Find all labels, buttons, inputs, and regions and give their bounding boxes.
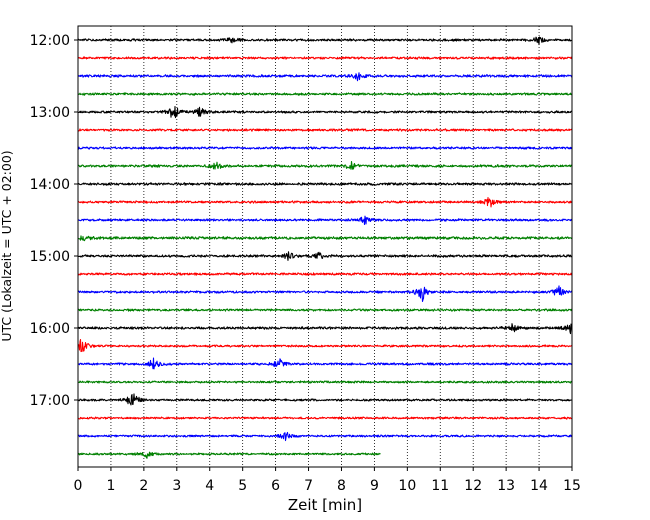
x-tick-label: 13 [497,478,515,494]
trace-layer [77,36,573,459]
seismogram-trace [77,56,573,60]
x-tick-label: 3 [172,478,181,494]
seismogram-trace [77,128,573,132]
seismogram-trace [77,380,573,384]
seismogram-trace [77,338,573,353]
x-tick-label: 4 [205,478,214,494]
seismogram-trace [77,182,573,186]
seismogram-trace [77,36,573,46]
x-tick-label: 12 [464,478,482,494]
y-tick-label: 14:00 [30,177,70,193]
y-tick-label: 17:00 [30,393,70,409]
x-tick-label: 11 [431,478,449,494]
x-tick-label: 10 [398,478,416,494]
grid-lines [110,26,540,467]
y-tick-label: 13:00 [30,105,70,121]
seismogram-trace [77,285,573,303]
seismogram-trace [77,308,573,312]
x-tick-label: 6 [271,478,280,494]
x-axis-title: Zeit [min] [288,496,362,514]
x-tick-label: 0 [74,478,83,494]
y-tick-label: 12:00 [30,33,70,49]
seismogram-trace [77,431,573,442]
y-tick-label: 15:00 [30,249,70,265]
y-tick-label: 16:00 [30,321,70,337]
seismogram-trace [77,235,573,242]
seismogram-trace [77,92,573,96]
seismogram-trace [77,451,381,459]
seismogram-trace [77,416,573,420]
x-tick-label: 15 [563,478,581,494]
x-axis: 0 1 2 3 4 5 6 7 8 9 10 11 12 13 14 15 [74,467,581,494]
x-tick-label: 9 [370,478,379,494]
seismogram-trace [77,323,573,335]
x-tick-label: 14 [530,478,548,494]
seismogram-trace [77,197,573,208]
seismogram-trace [77,215,573,226]
x-tick-label: 2 [139,478,148,494]
x-tick-label: 7 [304,478,313,494]
x-tick-label: 8 [337,478,346,494]
seismogram-trace [77,72,573,82]
seismogram-trace [77,160,573,170]
seismogram-trace [77,272,573,276]
x-tick-label: 5 [238,478,247,494]
seismogram-trace [77,146,573,150]
seismogram-trace [77,357,573,370]
seismogram-trace [77,251,573,261]
x-tick-label: 1 [106,478,115,494]
plot-frame [77,25,573,468]
y-axis-title: UTC (Lokalzeit = UTC + 02:00) [0,150,14,341]
seismogram-trace [77,393,573,406]
seismogram-trace [77,105,573,119]
y-axis: 12:00 13:00 14:00 15:00 16:00 17:00 [30,33,78,409]
